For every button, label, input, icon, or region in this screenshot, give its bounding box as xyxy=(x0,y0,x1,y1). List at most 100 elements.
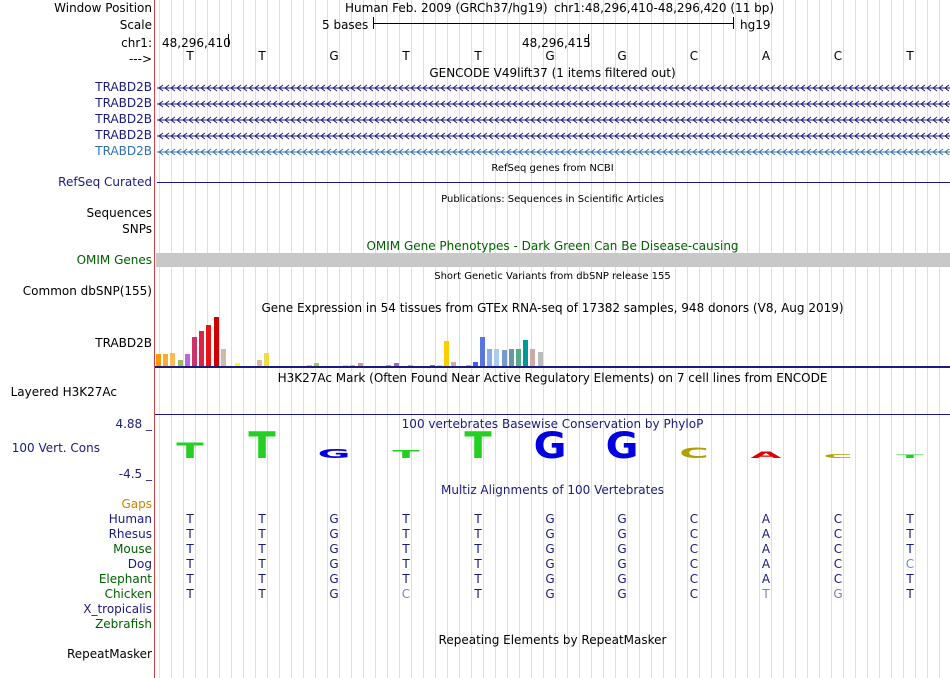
gtex-tissue-bar[interactable] xyxy=(516,348,521,366)
refseq-track-label[interactable]: RefSeq Curated xyxy=(58,175,152,189)
gtex-tissue-bar[interactable] xyxy=(494,348,500,366)
gencode-transcript[interactable] xyxy=(157,99,950,109)
gtex-tissue-bar[interactable] xyxy=(343,364,349,366)
base-letter: G xyxy=(545,49,555,63)
grid-line xyxy=(423,0,424,678)
gtex-bar-chart[interactable] xyxy=(155,316,555,366)
species-label-x-tropicalis[interactable]: X_tropicalis xyxy=(83,602,152,616)
gtex-tissue-bar[interactable] xyxy=(472,361,478,366)
gtex-tissue-bar[interactable] xyxy=(192,337,197,366)
species-label-dog[interactable]: Dog xyxy=(127,557,152,571)
gencode-track-label[interactable]: TRABD2B xyxy=(95,128,152,142)
gtex-tissue-bar[interactable] xyxy=(264,352,269,366)
gtex-tissue-bar[interactable] xyxy=(465,364,471,366)
grid-line xyxy=(879,0,880,678)
grid-line xyxy=(375,0,376,678)
tick-mark xyxy=(588,34,589,47)
repeatmasker-track-title: Repeating Elements by RepeatMasker xyxy=(438,633,667,647)
grid-line xyxy=(339,0,340,678)
refseq-gene-line[interactable] xyxy=(157,182,950,183)
base-letter: C xyxy=(689,49,699,63)
gencode-track-label[interactable]: TRABD2B xyxy=(95,96,152,110)
gtex-baseline xyxy=(155,366,950,368)
repeatmasker-track-label[interactable]: RepeatMasker xyxy=(66,647,152,661)
grid-line xyxy=(939,0,940,678)
gtex-tissue-bar[interactable] xyxy=(314,363,320,366)
gtex-tissue-bar[interactable] xyxy=(537,351,543,366)
gtex-tissue-bar[interactable] xyxy=(451,361,457,366)
gencode-track-label[interactable]: TRABD2B xyxy=(95,80,152,94)
gtex-tissue-bar[interactable] xyxy=(508,348,514,366)
gencode-track-label[interactable]: TRABD2B xyxy=(95,144,152,158)
grid-line xyxy=(747,0,748,678)
gtex-tissue-bar[interactable] xyxy=(156,354,161,366)
gtex-tissue-bar[interactable] xyxy=(235,363,241,366)
omim-track-label[interactable]: OMIM Genes xyxy=(76,253,152,267)
gaps-track-label[interactable]: Gaps xyxy=(121,497,152,511)
gencode-transcript[interactable] xyxy=(157,131,950,141)
gtex-tissue-bar[interactable] xyxy=(350,364,356,366)
alignment-base: G xyxy=(545,557,555,571)
gtex-tissue-bar[interactable] xyxy=(487,348,493,366)
grid-line xyxy=(327,0,328,678)
gencode-transcript[interactable] xyxy=(157,115,950,125)
gtex-tissue-bar[interactable] xyxy=(220,348,226,366)
species-label-chicken[interactable]: Chicken xyxy=(104,587,152,601)
alignment-base: T xyxy=(186,512,194,526)
gtex-tissue-bar[interactable] xyxy=(256,360,262,366)
dbsnp-track-title: Short Genetic Variants from dbSNP releas… xyxy=(434,271,671,282)
gtex-tissue-bar[interactable] xyxy=(184,354,190,366)
gtex-track-label[interactable]: TRABD2B xyxy=(95,336,152,350)
gencode-transcript[interactable] xyxy=(157,83,950,93)
alignment-base: G xyxy=(329,587,339,601)
alignment-base: T xyxy=(474,587,482,601)
gtex-tissue-bar[interactable] xyxy=(393,363,399,366)
species-label-elephant[interactable]: Elephant xyxy=(98,572,152,586)
gtex-track-title: Gene Expression in 54 tissues from GTEx … xyxy=(261,301,844,315)
gencode-transcript-alt[interactable] xyxy=(157,147,950,157)
grid-line xyxy=(903,0,904,678)
alignment-base: G xyxy=(329,557,339,571)
sequences-track-label[interactable]: Sequences xyxy=(86,206,152,220)
gtex-tissue-bar[interactable] xyxy=(480,337,485,366)
gtex-tissue-bar[interactable] xyxy=(307,364,313,366)
gtex-tissue-bar[interactable] xyxy=(408,364,413,366)
gencode-track-label[interactable]: TRABD2B xyxy=(95,112,152,126)
gtex-tissue-bar[interactable] xyxy=(436,364,442,366)
alignment-base: T xyxy=(402,542,410,556)
alignment-base: C xyxy=(401,587,411,601)
grid-line xyxy=(927,0,928,678)
h3k27ac-track-label[interactable]: Layered H3K27Ac xyxy=(10,385,117,399)
grid-line xyxy=(603,0,604,678)
dbsnp-track-label[interactable]: Common dbSNP(155) xyxy=(22,284,152,298)
grid-line xyxy=(507,0,508,678)
gtex-tissue-bar[interactable] xyxy=(501,350,507,366)
gtex-tissue-bar[interactable] xyxy=(206,325,212,366)
species-label-human[interactable]: Human xyxy=(108,512,152,526)
species-label-mouse[interactable]: Mouse xyxy=(113,542,152,556)
gtex-tissue-bar[interactable] xyxy=(177,360,183,366)
grid-line xyxy=(675,0,676,678)
snps-track-label[interactable]: SNPs xyxy=(122,222,152,236)
grid-line xyxy=(183,0,184,678)
grid-line xyxy=(219,0,220,678)
species-label-rhesus[interactable]: Rhesus xyxy=(108,527,152,541)
gtex-tissue-bar[interactable] xyxy=(386,364,392,366)
gtex-tissue-bar[interactable] xyxy=(213,316,219,366)
species-label-zebrafish[interactable]: Zebrafish xyxy=(95,617,152,631)
gtex-tissue-bar[interactable] xyxy=(170,352,176,366)
omim-gene-bar[interactable] xyxy=(156,253,950,267)
gtex-tissue-bar[interactable] xyxy=(429,364,435,366)
grid-line xyxy=(267,0,268,678)
gtex-tissue-bar[interactable] xyxy=(199,331,205,366)
gtex-tissue-bar[interactable] xyxy=(444,341,449,366)
track-image[interactable]: Human Feb. 2009 (GRCh37/hg19) chr1:48,29… xyxy=(155,0,950,678)
conservation-track-label[interactable]: 100 Vert. Cons xyxy=(11,441,100,455)
chromosome-label: chr1: xyxy=(121,36,152,50)
gtex-tissue-bar[interactable] xyxy=(357,363,363,366)
gtex-tissue-bar[interactable] xyxy=(530,348,536,366)
phylop-track-title: 100 vertebrates Basewise Conservation by… xyxy=(401,417,704,431)
gtex-tissue-bar[interactable] xyxy=(163,354,169,366)
gtex-tissue-bar[interactable] xyxy=(523,339,529,366)
